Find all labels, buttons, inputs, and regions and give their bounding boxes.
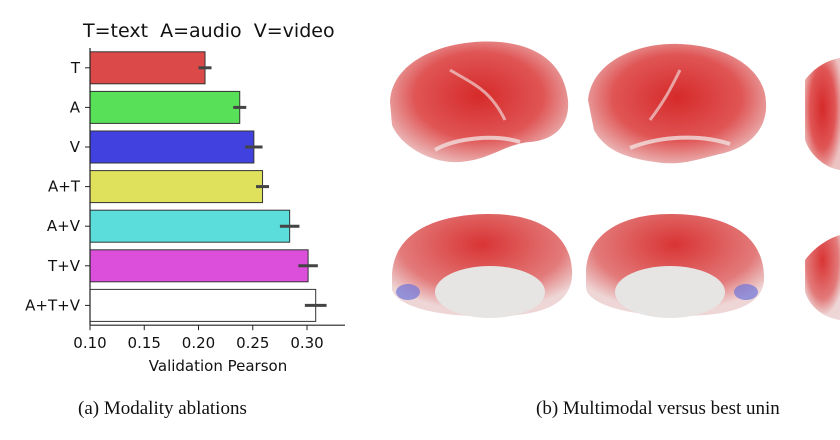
y-tick-label-t-v: T+V	[47, 257, 81, 275]
bars-layer	[89, 51, 327, 322]
y-tick-label-t: T	[70, 59, 81, 77]
bar-t	[89, 51, 206, 85]
y-tick-label-a-v: A+V	[47, 217, 81, 235]
x-tick-label: 0.20	[182, 334, 215, 352]
x-tick-label: 0.30	[290, 334, 323, 352]
brain-right-medial	[586, 214, 765, 318]
brain-right-lateral	[588, 43, 767, 164]
bar-v	[89, 130, 255, 164]
y-tick-label-v: V	[70, 138, 81, 156]
modality-ablation-chart: T=text A=audio V=video T A V A+T A+V T+V A+T+V…	[25, 20, 345, 375]
brain-left-lateral	[390, 41, 569, 163]
caption-modality-ablations: (a) Modality ablations	[78, 398, 247, 419]
bar-a-t	[89, 170, 264, 204]
axes: T A V A+T A+V T+V A+T+V 0.10 0.15 0.20 0.25 0.30	[25, 48, 345, 352]
bar-a-v	[89, 209, 291, 243]
x-tick-label: 0.25	[236, 334, 269, 352]
x-tick-label: 0.15	[128, 334, 161, 352]
x-tick-label: 0.10	[73, 334, 106, 352]
y-tick-label-a-t: A+T	[48, 178, 81, 196]
bar-a	[89, 90, 241, 124]
brain-surface-maps	[390, 41, 840, 320]
caption-multimodal-vs-best: (b) Multimodal versus best unin	[536, 398, 780, 419]
x-axis-label: Validation Pearson	[149, 357, 287, 375]
y-tick-label-a-t-v: A+T+V	[25, 296, 81, 314]
brain-partial-right-edge	[805, 58, 840, 320]
bar-t-v	[89, 249, 309, 283]
brain-left-medial	[392, 214, 573, 318]
bar-a-t-v	[89, 288, 317, 322]
y-tick-label-a: A	[70, 98, 81, 116]
chart-title: T=text A=audio V=video	[82, 20, 335, 42]
